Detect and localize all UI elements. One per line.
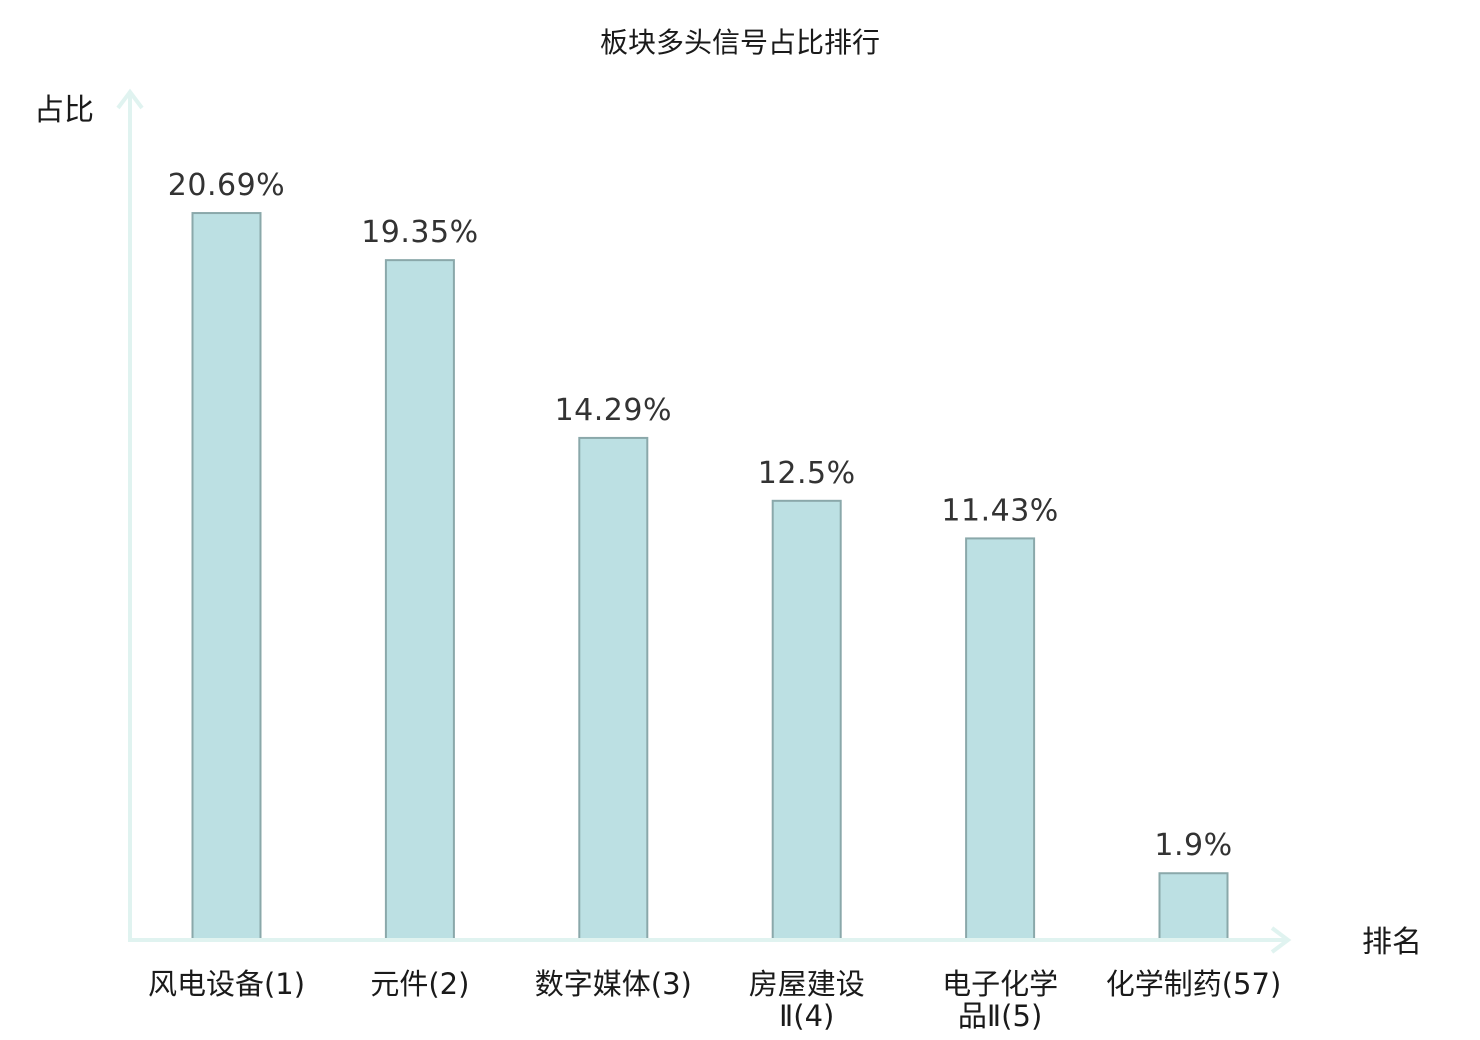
data-label: 1.9% — [1154, 828, 1232, 863]
category-tick-label: 化学制药(57) — [1106, 967, 1282, 1001]
bar — [1158, 872, 1229, 941]
category-labels-group: 风电设备(1) 元件(2) 数字媒体(3) 房屋建设 Ⅱ(4) 电子化学品Ⅱ(5) 化学制药… — [148, 967, 1281, 1033]
category-tick-label: 元件(2) — [370, 967, 469, 1001]
data-label: 19.35% — [361, 215, 478, 250]
bar — [578, 436, 649, 941]
x-axis-label: 排名 — [1362, 925, 1422, 960]
x-axis — [128, 926, 1292, 954]
data-label: 20.69% — [168, 168, 285, 203]
category-tick-label: 数字媒体(3) — [535, 967, 692, 1001]
category-tick-label: 电子化学品Ⅱ(5) — [942, 967, 1058, 1033]
x-axis-arrow-icon — [1270, 926, 1292, 954]
data-label: 12.5% — [758, 456, 856, 491]
bar — [384, 259, 455, 941]
category-tick-label: 风电设备(1) — [148, 967, 305, 1001]
bars-group — [191, 212, 1229, 941]
y-axis — [116, 88, 144, 940]
category-tick-label: 房屋建设 Ⅱ(4) — [749, 967, 865, 1033]
data-label: 14.29% — [555, 393, 672, 428]
bar — [191, 212, 262, 941]
bar — [965, 537, 1036, 941]
y-axis-label: 占比 — [34, 93, 94, 128]
bar — [771, 499, 842, 941]
y-axis-arrow-icon — [116, 88, 144, 110]
value-labels-group: 20.69% 19.35% 14.29% 12.5% 11.43% 1.9% — [168, 168, 1232, 863]
data-label: 11.43% — [941, 493, 1058, 528]
chart-title: 板块多头信号占比排行 — [600, 26, 880, 59]
